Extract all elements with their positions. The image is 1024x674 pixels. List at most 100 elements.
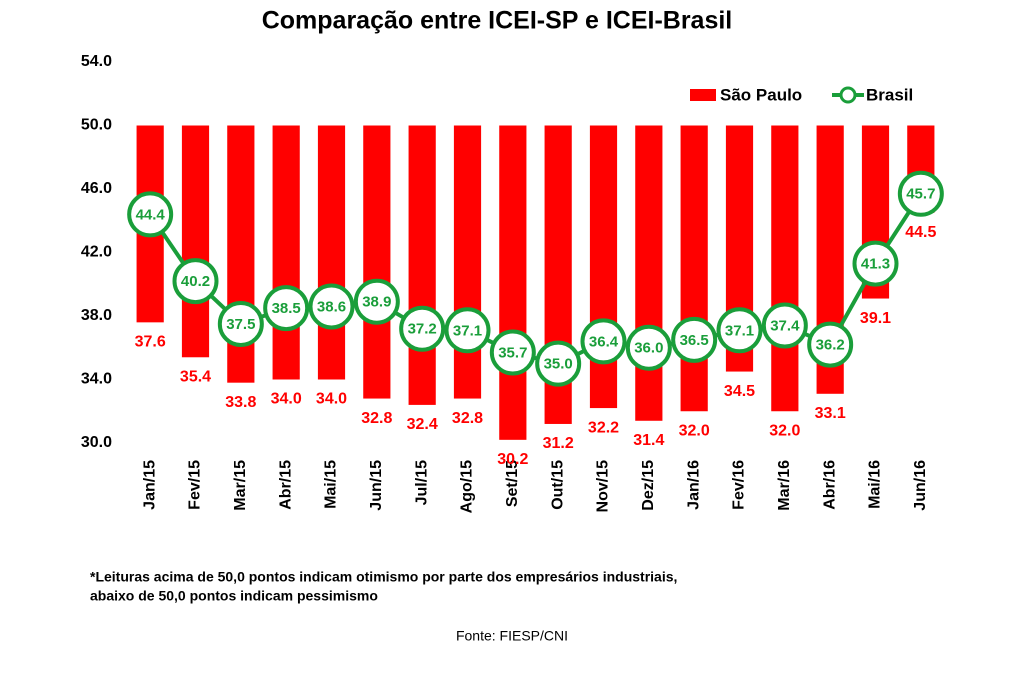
bar (453, 125, 482, 399)
x-tick-label: Set/15 (504, 460, 521, 507)
bar (499, 125, 527, 440)
y-tick-label: 46.0 (81, 180, 112, 197)
bar-value-label: 32.0 (679, 422, 710, 439)
point-value-label: 36.0 (634, 340, 663, 357)
y-tick-label: 50.0 (81, 117, 112, 134)
line-marker (489, 329, 536, 376)
bar-value-label: 33.8 (225, 394, 256, 411)
bar (589, 125, 618, 409)
bar-value-label: 39.1 (860, 310, 891, 327)
line-marker (399, 305, 446, 352)
point-value-label: 36.5 (680, 332, 709, 349)
bar-value-label: 32.2 (588, 419, 619, 436)
x-tick-label: Ago/15 (459, 460, 476, 513)
line-marker (761, 302, 808, 349)
x-tick-label: Mar/16 (776, 460, 793, 511)
y-tick-label: 30.0 (81, 434, 112, 451)
x-tick-label: Jun/16 (912, 460, 929, 511)
bar-value-label: 30.2 (497, 451, 528, 468)
footnote: *Leituras acima de 50,0 pontos indicam o… (90, 569, 677, 585)
y-tick-label: 34.0 (81, 371, 112, 388)
y-tick-label: 42.0 (81, 244, 112, 261)
bar (363, 125, 391, 399)
line-marker (127, 191, 174, 238)
point-value-label: 41.3 (861, 256, 890, 273)
x-tick-label: Jul/15 (413, 460, 430, 505)
bar-value-label: 34.0 (316, 391, 347, 408)
point-value-label: 38.6 (317, 298, 346, 315)
bar-value-label: 35.4 (180, 368, 211, 385)
bar-value-label: 32.4 (407, 416, 438, 433)
x-tick-label: Abr/15 (277, 460, 294, 510)
point-value-label: 38.9 (362, 294, 391, 311)
line-marker (716, 307, 763, 354)
bar (680, 125, 708, 412)
bar-value-label: 37.6 (135, 334, 166, 351)
bar-value-label: 33.1 (815, 405, 846, 422)
bar (317, 125, 346, 380)
point-value-label: 37.2 (408, 321, 437, 338)
x-tick-label: Jun/15 (368, 460, 385, 511)
legend-swatch (690, 89, 716, 101)
bar-value-label: 32.0 (769, 422, 800, 439)
bar (272, 125, 300, 380)
x-tick-label: Nov/15 (595, 460, 612, 513)
bar-value-label: 34.0 (271, 391, 302, 408)
point-value-label: 37.4 (770, 317, 800, 334)
chart-title: Comparação entre ICEI-SP e ICEI-Brasil (262, 7, 733, 35)
point-value-label: 38.5 (272, 300, 301, 317)
y-tick-label: 38.0 (81, 307, 112, 324)
bar-value-label: 31.2 (543, 435, 574, 452)
bar (771, 125, 799, 412)
point-value-label: 40.2 (181, 273, 210, 290)
source: Fonte: FIESP/CNI (456, 628, 568, 644)
point-value-label: 37.5 (226, 316, 255, 333)
x-tick-label: Fev/15 (187, 460, 204, 510)
bar-value-label: 44.5 (905, 224, 936, 241)
line-marker (172, 258, 219, 305)
bar-value-label: 32.8 (361, 410, 392, 427)
bar-value-label: 32.8 (452, 410, 483, 427)
legend-swatch (839, 86, 857, 104)
line-marker (580, 318, 627, 365)
line-marker (535, 340, 582, 387)
footnote: abaixo de 50,0 pontos indicam pessimismo (90, 588, 378, 604)
legend-label: Brasil (866, 85, 913, 104)
x-tick-label: Dez/15 (640, 460, 657, 511)
line-marker (444, 307, 491, 354)
bar (635, 125, 663, 421)
line-marker (671, 316, 718, 363)
x-tick-label: Jan/15 (141, 460, 158, 510)
line-marker (353, 278, 400, 325)
line-marker (897, 170, 944, 217)
bar (181, 125, 210, 358)
line-marker (217, 300, 264, 347)
point-value-label: 36.4 (589, 333, 619, 350)
line-marker (625, 324, 672, 371)
point-value-label: 35.0 (544, 356, 573, 373)
x-tick-label: Mai/15 (323, 460, 340, 509)
point-value-label: 36.2 (816, 337, 845, 354)
x-tick-label: Abr/16 (821, 460, 838, 510)
point-value-label: 35.7 (498, 344, 527, 361)
point-value-label: 45.7 (906, 186, 935, 203)
point-value-label: 37.1 (725, 322, 754, 339)
line-marker (852, 240, 899, 287)
bar-value-label: 31.4 (633, 432, 664, 449)
legend-label: São Paulo (720, 85, 802, 104)
x-tick-label: Mar/15 (232, 460, 249, 511)
bar-value-label: 34.5 (724, 383, 755, 400)
x-tick-label: Out/15 (549, 460, 566, 510)
line-marker (263, 285, 310, 332)
point-value-label: 44.4 (136, 206, 166, 223)
line-marker (807, 321, 854, 368)
line-marker (308, 283, 355, 330)
point-value-label: 37.1 (453, 322, 482, 339)
bar (408, 125, 436, 405)
line (148, 192, 923, 366)
y-tick-label: 54.0 (81, 53, 112, 70)
x-tick-label: Fev/16 (731, 460, 748, 510)
x-tick-label: Mai/16 (867, 460, 884, 509)
